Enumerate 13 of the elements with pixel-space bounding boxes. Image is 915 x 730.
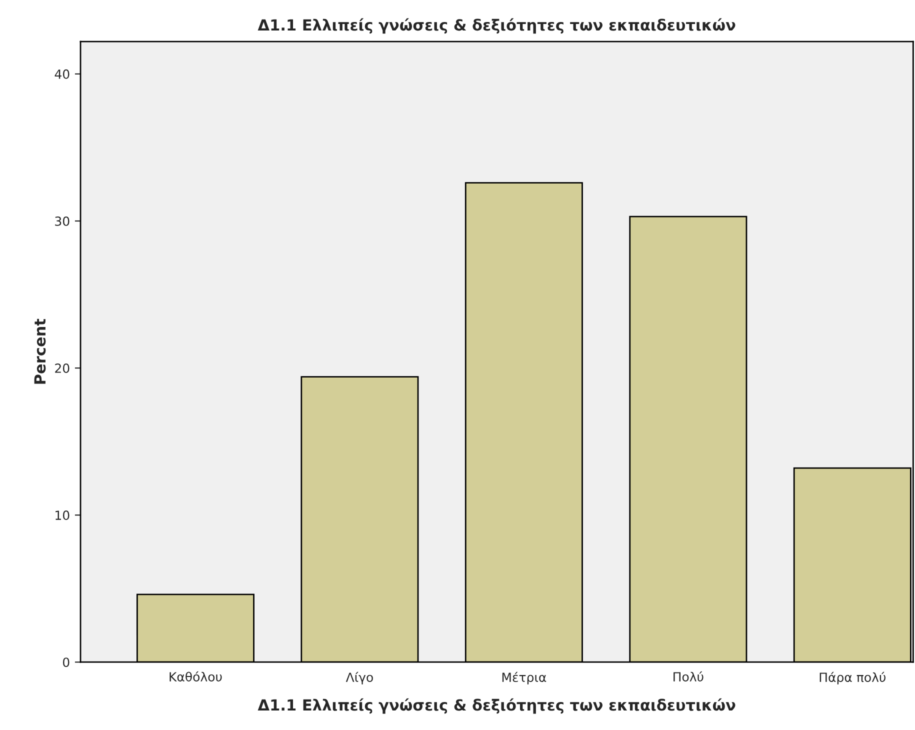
x-tick-label: Πάρα πολύ bbox=[820, 672, 886, 684]
x-tick-label: Καθόλου bbox=[170, 671, 222, 682]
y-tick-label: 30 bbox=[55, 216, 70, 226]
y-tick-label: 20 bbox=[55, 364, 70, 373]
chart-title: Δ1.1 Ελλιπείς γνώσεις & δεξιότητες των εκπαιδευτικών bbox=[258, 18, 736, 34]
x-tick-label: Πολύ bbox=[674, 671, 704, 682]
y-tick-label: 0 bbox=[62, 658, 70, 668]
x-tick-label: Λίγο bbox=[346, 672, 373, 684]
y-tick-label: 40 bbox=[54, 69, 70, 79]
y-tick-label: 10 bbox=[56, 510, 70, 520]
y-axis-title: Percent bbox=[34, 318, 46, 384]
x-tick-label: Μέτρια bbox=[502, 672, 546, 684]
x-axis-title: Δ1.1 Ελλιπείς γνώσεις & δεξιότητες των εκπαιδευτικών bbox=[258, 698, 736, 714]
